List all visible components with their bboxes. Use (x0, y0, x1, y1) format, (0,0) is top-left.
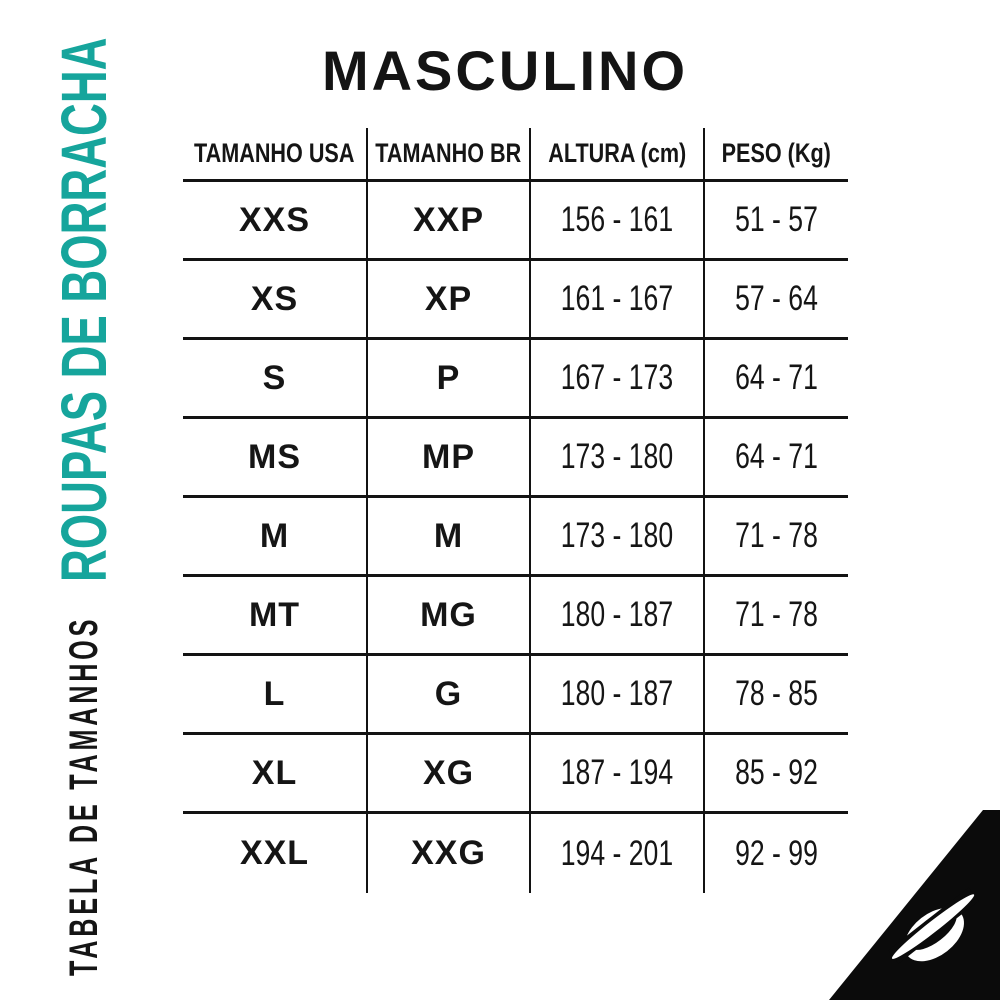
table-cell: XXG (368, 814, 531, 893)
table-cell: 180 - 187 (531, 656, 705, 735)
cell-text: XXL (239, 834, 310, 872)
table-cell: 161 - 167 (531, 261, 705, 340)
cell-text: XXG (411, 834, 486, 872)
table-cell: 167 - 173 (531, 340, 705, 419)
page-title: MASCULINO (321, 39, 689, 102)
cell-text: 57 - 64 (735, 279, 818, 318)
table-cell: 64 - 71 (705, 340, 848, 419)
table-cell: M (368, 498, 531, 577)
cell-text: 156 - 161 (560, 200, 674, 239)
table-cell: 92 - 99 (705, 814, 848, 893)
cell-text: P (436, 358, 461, 397)
cell-text: MT (248, 595, 301, 634)
cell-text: 51 - 57 (735, 200, 818, 239)
table-cell: XL (183, 735, 368, 814)
cell-text: 71 - 78 (735, 595, 818, 634)
table-cell: XG (368, 735, 531, 814)
cell-text: XL (251, 753, 298, 792)
cell-text: 180 - 187 (560, 595, 674, 634)
cell-text: 64 - 71 (735, 358, 818, 397)
table-cell: G (368, 656, 531, 735)
table-cell: XP (368, 261, 531, 340)
table-cell: 194 - 201 (531, 814, 705, 893)
size-table: TAMANHO USA TAMANHO BR ALTURA (cm) PESO … (183, 128, 848, 893)
table-cell: 57 - 64 (705, 261, 848, 340)
table-cell: 51 - 57 (705, 182, 848, 261)
cell-text: 187 - 194 (560, 753, 674, 792)
table-cell: P (368, 340, 531, 419)
table-cell: 71 - 78 (705, 577, 848, 656)
cell-text: 194 - 201 (560, 833, 674, 873)
cell-text: XXS (238, 200, 311, 239)
cell-text: 92 - 99 (735, 833, 818, 873)
cell-text: 78 - 85 (735, 674, 818, 713)
table-cell: 156 - 161 (531, 182, 705, 261)
table-cell: MP (368, 419, 531, 498)
cell-text: 173 - 180 (560, 437, 674, 476)
cell-text: MS (248, 437, 301, 476)
cell-text: G (434, 674, 463, 713)
table-cell: 187 - 194 (531, 735, 705, 814)
table-cell: MG (368, 577, 531, 656)
cell-text: S (262, 358, 287, 397)
table-cell: 85 - 92 (705, 735, 848, 814)
cell-text: 64 - 71 (735, 437, 818, 476)
vertical-title-text: ROUPAS DE BORRACHA (48, 37, 120, 582)
table-cell: 173 - 180 (531, 498, 705, 577)
header-text: TAMANHO USA (194, 138, 355, 168)
table-cell: XS (183, 261, 368, 340)
column-header-tamanho-usa: TAMANHO USA (183, 128, 368, 182)
cell-text: M (433, 516, 464, 555)
column-header-tamanho-br: TAMANHO BR (368, 128, 531, 182)
column-header-peso: PESO (Kg) (705, 128, 848, 182)
cell-text: 180 - 187 (560, 674, 674, 713)
table-cell: 71 - 78 (705, 498, 848, 577)
table-cell: 64 - 71 (705, 419, 848, 498)
table-cell: MS (183, 419, 368, 498)
table-cell: 180 - 187 (531, 577, 705, 656)
cell-text: XS (250, 279, 299, 318)
mormaii-wave-logo-icon (888, 887, 979, 964)
vertical-title-text: TABELA DE TAMANHOS (62, 615, 106, 976)
table-cell: L (183, 656, 368, 735)
column-header-altura: ALTURA (cm) (531, 128, 705, 182)
cell-text: 173 - 180 (560, 516, 674, 555)
table-cell: XXP (368, 182, 531, 261)
table-cell: XXS (183, 182, 368, 261)
table-cell: M (183, 498, 368, 577)
header-text: PESO (Kg) (721, 138, 832, 168)
cell-text: 85 - 92 (735, 753, 818, 792)
cell-text: XP (424, 279, 473, 318)
cell-text: XXP (412, 200, 485, 239)
cell-text: L (263, 674, 286, 713)
table-cell: 173 - 180 (531, 419, 705, 498)
table-cell: S (183, 340, 368, 419)
header-text: ALTURA (cm) (548, 138, 687, 168)
cell-text: XG (422, 753, 475, 792)
header-text: TAMANHO BR (375, 138, 522, 168)
table-cell: 78 - 85 (705, 656, 848, 735)
cell-text: MP (422, 437, 475, 476)
cell-text: 167 - 173 (560, 358, 674, 397)
brand-corner-triangle (829, 810, 1000, 1000)
cell-text: M (259, 516, 290, 555)
cell-text: 161 - 167 (560, 279, 674, 318)
cell-text: 71 - 78 (735, 516, 818, 555)
table-cell: MT (183, 577, 368, 656)
cell-text: MG (420, 595, 477, 634)
table-cell: XXL (183, 814, 368, 893)
